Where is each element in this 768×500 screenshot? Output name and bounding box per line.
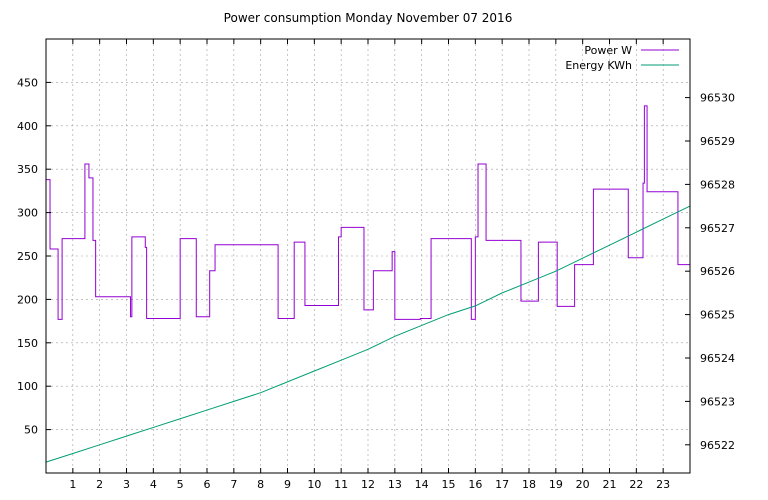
x-tick-label: 14 <box>415 478 429 491</box>
y2-tick-label: 96530 <box>700 92 735 105</box>
y2-tick-label: 96522 <box>700 439 735 452</box>
y-tick-label: 100 <box>17 380 38 393</box>
series-line-power-w <box>46 105 691 320</box>
chart-title: Power consumption Monday November 07 201… <box>224 11 513 25</box>
x-tick-label: 13 <box>388 478 402 491</box>
y2-tick-label: 96526 <box>700 265 735 278</box>
x-tick-label: 8 <box>257 478 264 491</box>
x-tick-label: 23 <box>656 478 670 491</box>
y2-tick-label: 96525 <box>700 309 735 322</box>
x-tick-label: 18 <box>522 478 536 491</box>
y-tick-label: 200 <box>17 293 38 306</box>
legend: Power W Energy KWh <box>565 44 679 72</box>
x-tick-label: 7 <box>230 478 237 491</box>
y-tick-label: 250 <box>17 250 38 263</box>
x-tick-label: 16 <box>468 478 482 491</box>
y2-tick-label: 96523 <box>700 395 735 408</box>
x-tick-label: 6 <box>204 478 211 491</box>
y-tick-label: 400 <box>17 120 38 133</box>
y2-tick-label: 96528 <box>700 178 735 191</box>
x-tick-label: 22 <box>629 478 643 491</box>
y-tick-label: 50 <box>24 424 38 437</box>
ticks-layer: 1 2 3 4 5 6 7 8 9 10 11 12 13 14 15 16 17 18 19 20 21 22 23501… <box>17 39 735 491</box>
x-tick-label: 10 <box>307 478 321 491</box>
series-layer <box>45 105 691 463</box>
y-tick-label: 450 <box>17 76 38 89</box>
x-tick-label: 3 <box>123 478 130 491</box>
x-tick-label: 2 <box>96 478 103 491</box>
y-tick-label: 300 <box>17 207 38 220</box>
series-line-energy-kwh <box>45 205 691 463</box>
x-tick-label: 12 <box>361 478 375 491</box>
y-tick-label: 150 <box>17 337 38 350</box>
x-tick-label: 20 <box>576 478 590 491</box>
x-tick-label: 9 <box>284 478 291 491</box>
x-tick-label: 1 <box>69 478 76 491</box>
x-tick-label: 17 <box>495 478 509 491</box>
legend-label-energy-kwh: Energy KWh <box>565 59 632 72</box>
x-tick-label: 19 <box>549 478 563 491</box>
x-tick-label: 11 <box>334 478 348 491</box>
x-tick-label: 4 <box>150 478 157 491</box>
y2-tick-label: 96527 <box>700 222 735 235</box>
x-tick-label: 21 <box>603 478 617 491</box>
y2-tick-label: 96529 <box>700 135 735 148</box>
x-tick-label: 15 <box>442 478 456 491</box>
x-tick-label: 5 <box>177 478 184 491</box>
y2-tick-label: 96524 <box>700 352 735 365</box>
y-tick-label: 350 <box>17 163 38 176</box>
legend-label-power-w: Power W <box>584 44 632 57</box>
